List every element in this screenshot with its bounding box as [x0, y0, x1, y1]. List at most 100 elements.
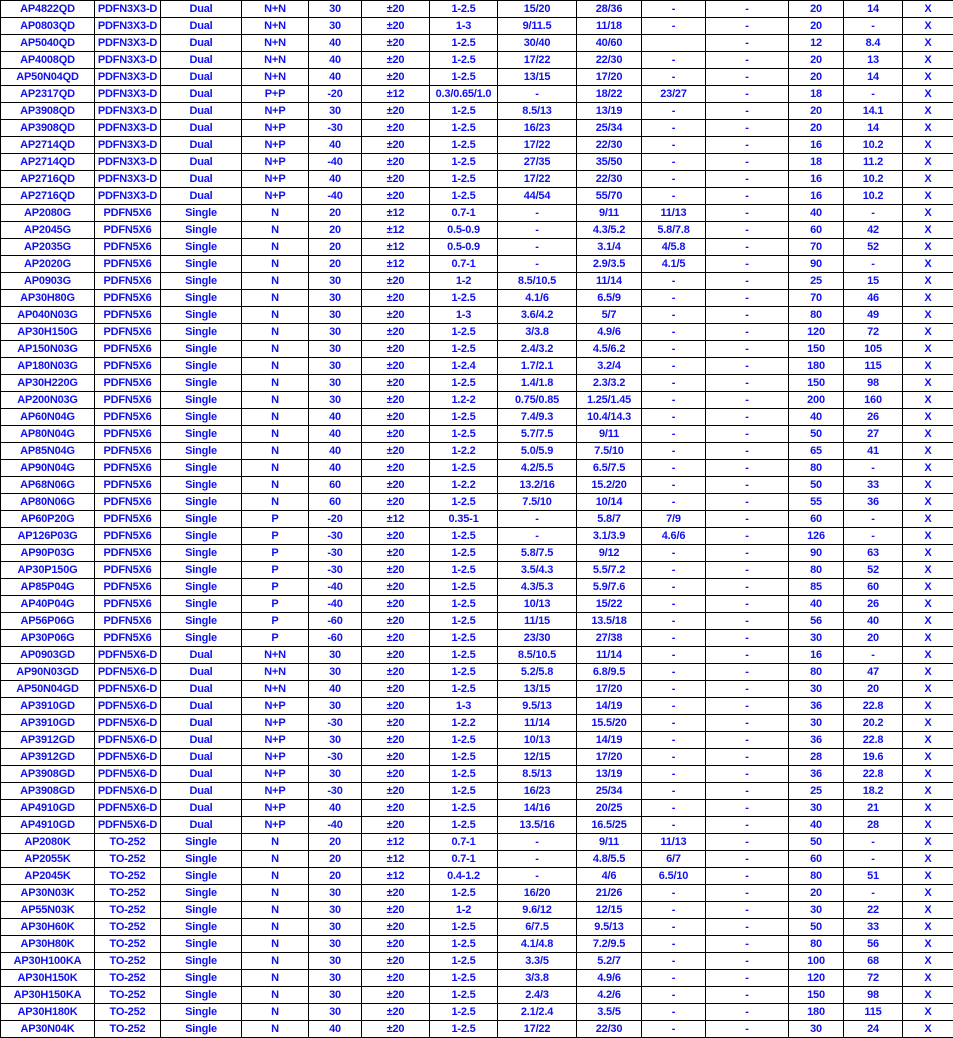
cell-part-number: AP2714QD	[1, 154, 95, 171]
cell-vgs: ±20	[362, 953, 430, 970]
cell-configuration: Single	[161, 1004, 242, 1021]
cell-rds-on-2v5: -	[642, 800, 706, 817]
cell-part-number: AP0903GD	[1, 647, 95, 664]
cell-qg: -	[844, 18, 903, 35]
cell-polarity: N+P	[242, 154, 309, 171]
cell-polarity: N	[242, 290, 309, 307]
cell-rds-on-2v5: -	[642, 1004, 706, 1021]
cell-vgs: ±20	[362, 137, 430, 154]
cell-part-number: AP50N04QD	[1, 69, 95, 86]
cell-polarity: P	[242, 596, 309, 613]
cell-rds-on-extra: -	[706, 358, 789, 375]
cell-qg: 72	[844, 970, 903, 987]
cell-vgs: ±20	[362, 919, 430, 936]
cell-polarity: N+P	[242, 783, 309, 800]
cell-part-number: AP2716QD	[1, 188, 95, 205]
cell-qg: 24	[844, 1021, 903, 1038]
cell-id: 70	[789, 290, 844, 307]
cell-package: PDFN5X6	[95, 392, 161, 409]
cell-rds-on-10v: 3/3.8	[498, 970, 577, 987]
cell-qg: 27	[844, 426, 903, 443]
cell-rds-on-4v5: 4.5/6.2	[577, 341, 642, 358]
cell-package: PDFN5X6	[95, 222, 161, 239]
cell-vth: 1-2.5	[430, 1004, 498, 1021]
cell-marker: X	[903, 1004, 953, 1021]
cell-package: PDFN5X6	[95, 460, 161, 477]
cell-rds-on-4v5: 6.5/9	[577, 290, 642, 307]
cell-rds-on-10v: 14/16	[498, 800, 577, 817]
cell-rds-on-extra: -	[706, 970, 789, 987]
cell-vth: 1-2.5	[430, 426, 498, 443]
cell-polarity: N	[242, 273, 309, 290]
cell-rds-on-4v5: 18/22	[577, 86, 642, 103]
cell-rds-on-4v5: 11/18	[577, 18, 642, 35]
cell-rds-on-extra: -	[706, 307, 789, 324]
cell-rds-on-4v5: 4.8/5.5	[577, 851, 642, 868]
cell-vth: 1-2.5	[430, 120, 498, 137]
cell-rds-on-4v5: 22/30	[577, 171, 642, 188]
cell-rds-on-10v: 7.4/9.3	[498, 409, 577, 426]
cell-vds: 30	[309, 375, 362, 392]
cell-qg: 33	[844, 477, 903, 494]
cell-package: PDFN5X6	[95, 205, 161, 222]
cell-rds-on-extra: -	[706, 868, 789, 885]
cell-vds: 20	[309, 239, 362, 256]
cell-rds-on-4v5: 25/34	[577, 120, 642, 137]
cell-rds-on-extra: -	[706, 1, 789, 18]
cell-polarity: P+P	[242, 86, 309, 103]
cell-rds-on-10v: 16/23	[498, 120, 577, 137]
cell-vgs: ±20	[362, 970, 430, 987]
cell-polarity: N	[242, 477, 309, 494]
cell-rds-on-10v: 13/15	[498, 681, 577, 698]
cell-polarity: N+P	[242, 715, 309, 732]
cell-rds-on-extra: -	[706, 290, 789, 307]
cell-qg: -	[844, 460, 903, 477]
cell-polarity: N	[242, 324, 309, 341]
cell-part-number: AP90P03G	[1, 545, 95, 562]
cell-configuration: Single	[161, 902, 242, 919]
cell-package: PDFN5X6-D	[95, 766, 161, 783]
cell-vgs: ±20	[362, 35, 430, 52]
cell-package: PDFN3X3-D	[95, 171, 161, 188]
cell-marker: X	[903, 698, 953, 715]
cell-package: PDFN5X6-D	[95, 681, 161, 698]
cell-rds-on-2v5: -	[642, 596, 706, 613]
cell-qg: 22.8	[844, 698, 903, 715]
cell-vds: 40	[309, 443, 362, 460]
cell-configuration: Single	[161, 528, 242, 545]
cell-vth: 1-2.5	[430, 817, 498, 834]
cell-configuration: Single	[161, 987, 242, 1004]
cell-part-number: AP30H60K	[1, 919, 95, 936]
cell-id: 20	[789, 885, 844, 902]
cell-marker: X	[903, 868, 953, 885]
cell-configuration: Single	[161, 358, 242, 375]
cell-rds-on-4v5: 2.3/3.2	[577, 375, 642, 392]
cell-rds-on-2v5: 4/5.8	[642, 239, 706, 256]
cell-rds-on-2v5: -	[642, 953, 706, 970]
cell-vth: 1-2.5	[430, 171, 498, 188]
cell-configuration: Single	[161, 375, 242, 392]
cell-vgs: ±20	[362, 392, 430, 409]
cell-vth: 1-2.5	[430, 460, 498, 477]
cell-polarity: P	[242, 630, 309, 647]
cell-vth: 0.7-1	[430, 205, 498, 222]
cell-rds-on-10v: 1.4/1.8	[498, 375, 577, 392]
cell-vds: -40	[309, 579, 362, 596]
cell-marker: X	[903, 154, 953, 171]
cell-rds-on-10v: 4.3/5.3	[498, 579, 577, 596]
cell-configuration: Single	[161, 970, 242, 987]
cell-polarity: N	[242, 902, 309, 919]
cell-marker: X	[903, 273, 953, 290]
cell-rds-on-extra: -	[706, 511, 789, 528]
cell-vds: 30	[309, 307, 362, 324]
cell-vth: 1-2.5	[430, 528, 498, 545]
